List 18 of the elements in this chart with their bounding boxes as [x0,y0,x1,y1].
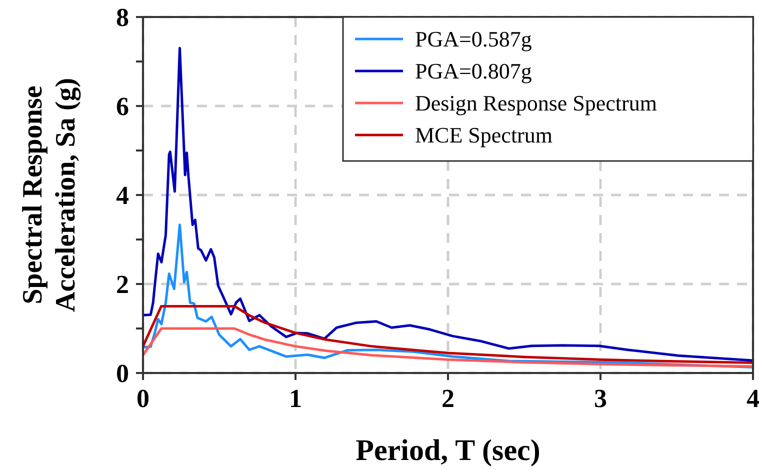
y-tick-label: 2 [116,270,129,300]
x-tick-label: 3 [594,384,607,413]
legend-label: MCE Spectrum [415,122,552,148]
x-axis-title: Period, T (sec) [356,434,540,467]
y-tick-label: 8 [116,3,129,32]
x-tick-label: 4 [746,384,759,413]
y-axis-title: Spectral Response Acceleration, Sa (g) [17,78,82,312]
x-tick-label: 0 [136,384,150,413]
legend-label: Design Response Spectrum [415,90,657,116]
legend-label: PGA=0.807g [415,58,532,84]
line-series [143,327,753,368]
y-tick-label: 6 [116,92,129,122]
x-tick-label: 2 [442,384,454,413]
y-tick-label: 0 [116,359,129,388]
line-series [143,305,753,364]
x-tick-label: 1 [289,384,302,413]
y-tick-label: 4 [116,181,129,210]
legend-label: PGA=0.587g [415,26,532,52]
